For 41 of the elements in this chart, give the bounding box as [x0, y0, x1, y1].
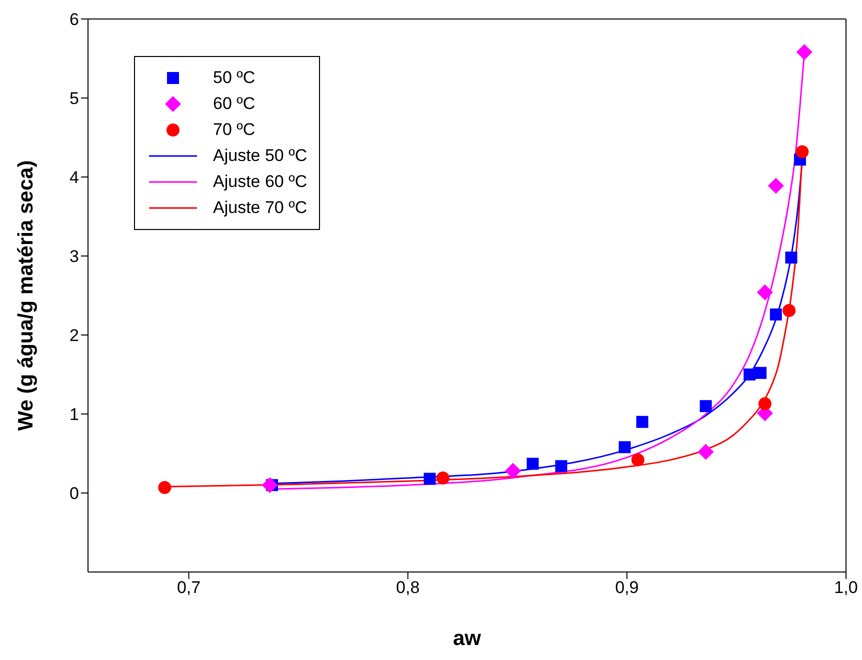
- point: [796, 44, 812, 60]
- point: [785, 252, 798, 264]
- x-tick-label: 0,8: [396, 578, 420, 598]
- point: [698, 444, 714, 460]
- point: [526, 458, 539, 470]
- legend-label: 60 ºC: [213, 94, 256, 114]
- point: [744, 368, 756, 380]
- y-tick-label: 2: [70, 326, 79, 346]
- legend-label: Ajuste 60 ºC: [213, 172, 308, 192]
- point: [758, 397, 772, 410]
- point: [754, 366, 767, 379]
- point: [618, 441, 631, 454]
- point: [555, 460, 568, 472]
- point: [770, 308, 782, 320]
- point: [262, 477, 278, 494]
- point: [756, 284, 773, 300]
- y-axis-title: We (g água/g matéria seca): [14, 160, 38, 431]
- y-tick-label: 6: [70, 10, 79, 30]
- point: [796, 145, 809, 158]
- point: [768, 178, 784, 194]
- x-axis-title: aw: [452, 626, 482, 650]
- y-tick-label: 3: [70, 247, 79, 266]
- point: [700, 400, 712, 412]
- y-tick-label: 5: [70, 89, 79, 108]
- point: [158, 480, 172, 494]
- point: [636, 416, 648, 428]
- point: [631, 453, 644, 466]
- legend-label: Ajuste 50 ºC: [213, 146, 308, 166]
- y-tick-label: 4: [70, 168, 79, 188]
- x-tick-label: 1,0: [834, 578, 858, 598]
- x-tick-label: 0,9: [615, 578, 639, 598]
- legend-label: 50 ºC: [213, 68, 256, 88]
- point: [436, 471, 450, 484]
- point: [424, 472, 436, 485]
- point: [782, 304, 796, 318]
- y-tick-label: 1: [70, 405, 79, 424]
- y-tick-label: 0: [70, 484, 79, 504]
- point: [505, 462, 522, 479]
- x-tick-label: 0,7: [176, 578, 201, 598]
- legend-label: Ajuste 70 ºC: [213, 198, 308, 218]
- legend-label: 70 ºC: [213, 120, 256, 140]
